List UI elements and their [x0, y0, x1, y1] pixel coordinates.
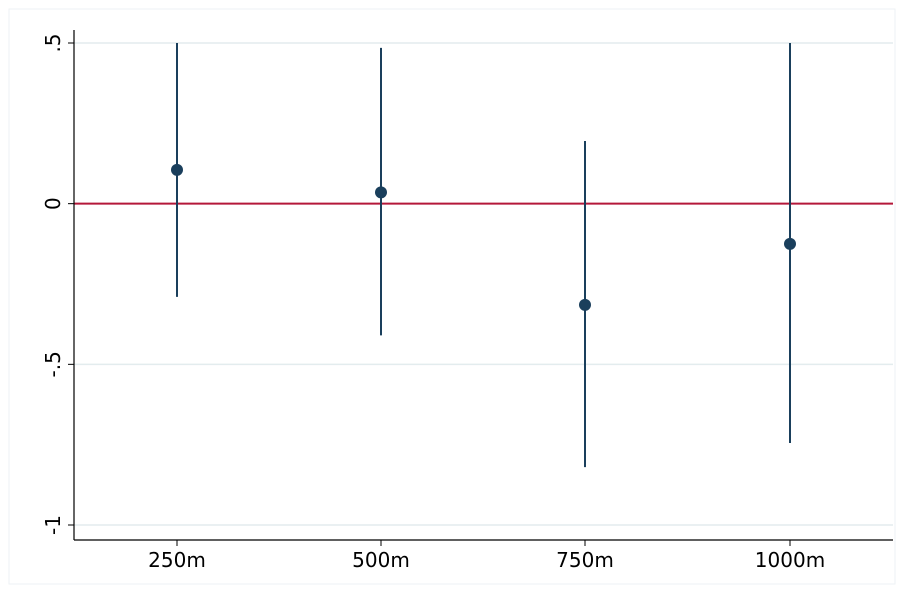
estimate-point — [171, 163, 183, 176]
y-tick-label: -.5 — [41, 351, 65, 377]
grid-lines — [74, 42, 893, 526]
y-tick-label: 0 — [41, 197, 65, 210]
y-tick-labels: .5 0 -.5 -1 — [41, 33, 65, 535]
estimate-point — [375, 186, 387, 199]
outer-frame — [8, 8, 896, 585]
x-tick-labels: 250m 500m 750m 1000m — [148, 548, 825, 572]
estimate-point — [579, 298, 591, 311]
axes — [68, 30, 893, 546]
confidence-intervals — [176, 43, 791, 468]
estimate-point — [784, 237, 796, 250]
x-tick-label: 750m — [556, 548, 614, 572]
x-tick-label: 1000m — [755, 548, 825, 572]
y-tick-label: .5 — [41, 33, 65, 52]
x-tick-label: 250m — [148, 548, 206, 572]
y-tick-label: -1 — [41, 515, 65, 535]
estimate-points — [171, 163, 796, 311]
x-tick-label: 500m — [352, 548, 410, 572]
